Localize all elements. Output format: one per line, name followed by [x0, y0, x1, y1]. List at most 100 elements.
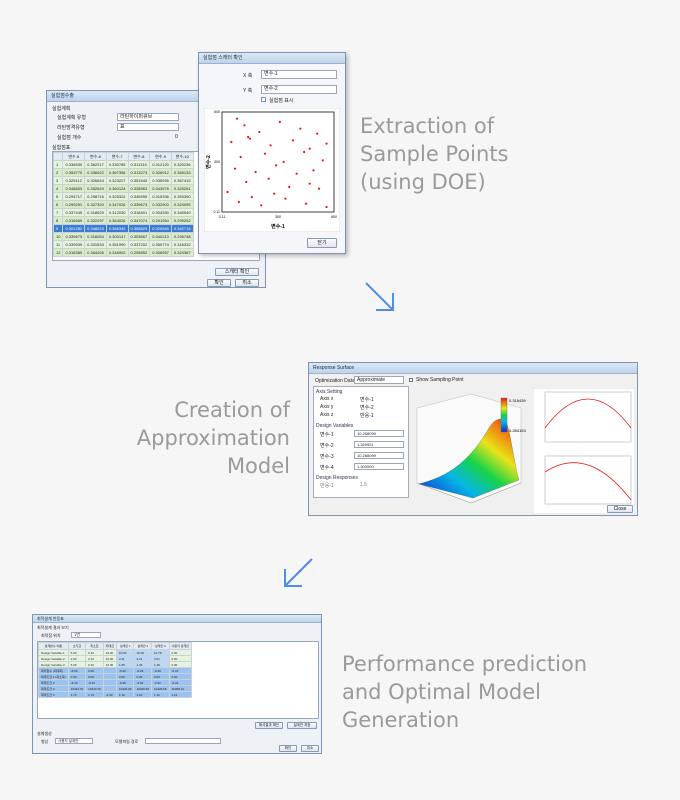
doe-cell: 0.306957: [149, 248, 172, 257]
doe-cell: 0.336922: [84, 168, 107, 177]
doe-cell: 0.342715: [170, 224, 194, 233]
scatter-point: [308, 147, 311, 150]
doe-cell: 0.327320: [84, 200, 107, 209]
doe-cell: 0.345995: [127, 192, 151, 201]
doe-cell: 11: [53, 240, 64, 249]
doe-table-row[interactable]: 8 0.316669 0.322297 0.364026 0.347074 0.29195…: [53, 216, 194, 225]
doe-row-label-1: 실험계획 유형: [57, 115, 86, 121]
doe-cell: 0.325112: [62, 176, 86, 185]
doe-col-header: 변수-8: [127, 152, 151, 161]
perf-table-row[interactable]: 제약조건 2 -8.10 -8.10 -6.99 -6.92 -6.92 -6.24: [38, 679, 192, 686]
scatter-point: [308, 182, 311, 185]
doe-table-row[interactable]: 12 0.318385 0.364265 0.346902 0.295852 0.3069…: [53, 248, 194, 257]
scatter-point: [312, 169, 315, 172]
design-var-input[interactable]: 1.300000: [354, 463, 404, 470]
y-axis-select[interactable]: 변수-2: [261, 85, 337, 94]
perf-ok-button[interactable]: 확인: [279, 745, 297, 752]
show-sampling-checkbox[interactable]: [409, 378, 413, 382]
doe-cell: 0.295852: [127, 248, 151, 257]
perf-col-header: 최소값: [85, 642, 104, 650]
perf-col-header: 설계안 1: [115, 642, 135, 650]
doe-cell: 0.291954: [149, 216, 172, 225]
doe-cancel-button[interactable]: 취소: [235, 279, 259, 287]
doe-col-header: 변수-10: [170, 152, 194, 161]
x-axis-select[interactable]: 변수-1: [261, 70, 337, 79]
doe-cell: 0.312120: [149, 160, 172, 169]
doe-table-row[interactable]: 6 0.299251 0.327320 0.347026 0.339673 0.33290…: [53, 200, 194, 209]
doe-cell: 5: [53, 192, 64, 201]
doe-cell: 0.322297: [84, 216, 107, 225]
design-var-name: 변수-1: [320, 432, 334, 438]
doe-cell: 0.299251: [62, 200, 86, 209]
perf-combo-select[interactable]: 1번: [71, 632, 101, 638]
doe-cell: 6: [53, 200, 64, 209]
axis-prop-value[interactable]: 변수-1: [360, 397, 374, 403]
axis-prop-value[interactable]: 반응-1: [360, 413, 374, 419]
doe-cell: 2: [53, 168, 64, 177]
opt-data-select[interactable]: Approximate: [354, 376, 404, 384]
legend-bottom-value: 0.284153: [509, 428, 526, 433]
doe-type-select[interactable]: 라틴하이퍼큐브: [117, 113, 179, 121]
doe-ok-button[interactable]: 확인: [207, 279, 231, 287]
doe-cell: 0.348603: [62, 184, 86, 193]
show-points-label: 실험점 표시: [269, 98, 294, 104]
doe-table-row[interactable]: 5 0.294717 0.298716 0.325322 0.345995 0.31533…: [53, 192, 194, 201]
design-var-input[interactable]: 10.268099: [354, 452, 404, 459]
perf-cancel-button[interactable]: 취소: [301, 745, 319, 752]
doe-latin-select[interactable]: 표: [117, 123, 179, 131]
doe-cell: 0.299252: [170, 216, 194, 225]
scatter-point: [237, 200, 240, 204]
doe-table-row[interactable]: 9 0.301282 0.348223 0.356332 0.355825 0.32054…: [53, 224, 194, 233]
x-tick-label: 600: [331, 215, 337, 219]
doe-table-row[interactable]: 3 0.325112 0.326644 0.323227 0.351545 0.33593…: [53, 176, 194, 185]
scatter-point: [250, 195, 253, 199]
doe-cell: 0.340549: [170, 208, 194, 217]
doe-cell: 0.337202: [127, 240, 151, 249]
doe-cell: 0.324095: [170, 200, 194, 209]
scatter-dialog-titlebar: 실험점 스캐터 확인: [199, 53, 345, 64]
doe-cell: 0.315336: [149, 192, 172, 201]
design-var-input[interactable]: 1.320921: [354, 441, 404, 448]
scatter-point: [267, 177, 270, 180]
response-surface-body: Optimization Data Approximate Show Sampl…: [309, 374, 637, 515]
doe-table-row[interactable]: 2 0.353770 0.336922 0.367356 0.313273 0.32691…: [53, 168, 194, 177]
perf-cell: 1.12: [168, 691, 192, 698]
doe-cell: 0.340213: [149, 232, 172, 241]
doe-table-row[interactable]: 1 0.338530 0.362217 0.330785 0.311310 0.31212…: [53, 160, 194, 169]
doe-table-row[interactable]: 7 0.337445 0.318525 0.312030 0.318401 0.30433…: [53, 208, 194, 217]
model-path-input[interactable]: [145, 738, 221, 744]
doe-cell: 0.331533: [84, 240, 107, 249]
doe-cell: 0.326644: [84, 176, 107, 185]
doe-cell: 0.355825: [127, 224, 151, 233]
scatter-check-button[interactable]: 스캐터 확인: [215, 268, 259, 276]
scatter-point: [243, 124, 246, 127]
perf-table-row[interactable]: 제약조건 4 1.70 1.70 -2.30 1.10 1.10 1.12 1.12: [38, 691, 192, 698]
shape-select[interactable]: 사용자 설계안: [55, 738, 93, 744]
scatter-point: [269, 144, 272, 147]
doe-cell: 4: [53, 184, 64, 193]
perf-table-row[interactable]: 제약조건 3 10444.70 10444.70 10426.96 10426.96 10…: [38, 685, 192, 692]
doe-table-row[interactable]: 4 0.348603 0.352649 0.360124 0.328963 0.34357…: [53, 184, 194, 193]
save-design-button[interactable]: 설계안 저장: [287, 722, 317, 729]
doe-cell: 0.339673: [127, 200, 151, 209]
doe-table-row[interactable]: 10 0.339873 0.316054 0.300147 0.303667 0.3402…: [53, 232, 194, 241]
doe-col-header: 변수-7: [105, 152, 129, 161]
doe-cell: 9: [53, 224, 64, 233]
caption-step-3: Performance prediction and Optimal Model…: [342, 650, 587, 734]
design-var-input[interactable]: 10.268099: [354, 430, 404, 437]
doe-cell: 0.316054: [84, 232, 107, 241]
perf-table-row[interactable]: Design Variable-3 5.00 0.10 10.00 1.55 1.49 1.…: [38, 661, 192, 668]
doe-row-label-2: 라틴방격유형: [57, 125, 85, 131]
scatter-close-button[interactable]: 닫기: [307, 238, 337, 248]
response-surface-close-button[interactable]: Close: [607, 505, 633, 513]
scatter-point: [258, 130, 261, 134]
perf-cell: 1.70: [67, 691, 87, 698]
arrow-down-left-icon: [284, 558, 313, 587]
show-points-checkbox[interactable]: [261, 97, 266, 102]
doe-cell: 0.360124: [105, 184, 129, 193]
doe-count-value: 0: [175, 134, 178, 140]
doe-table-row[interactable]: 11 0.339939 0.331533 0.351990 0.337202 0.3507…: [53, 240, 194, 249]
analysis-check-button[interactable]: 해석결과 확인: [255, 722, 283, 729]
resp-value: 1.5: [360, 482, 367, 488]
axis-prop-value[interactable]: 변수-2: [360, 405, 374, 411]
